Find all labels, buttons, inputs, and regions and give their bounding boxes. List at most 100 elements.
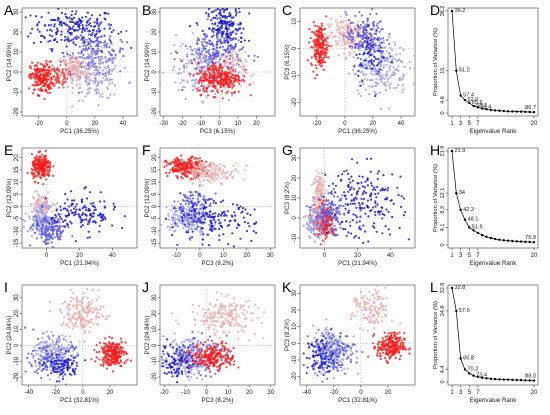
point: [203, 40, 206, 44]
point: [181, 163, 184, 166]
point: [207, 85, 210, 88]
point: [66, 222, 69, 225]
point: [36, 172, 40, 175]
point: [200, 93, 203, 96]
point: [224, 76, 227, 79]
y-tick-label: 36.2: [440, 6, 446, 17]
point: [211, 42, 214, 45]
point: [379, 20, 382, 23]
point: [32, 223, 35, 226]
point: [181, 42, 184, 46]
point: [245, 164, 248, 167]
point: [86, 21, 89, 24]
point: [324, 33, 327, 36]
point: [207, 175, 210, 178]
point: [203, 198, 206, 201]
x-tick-label: 20: [253, 121, 260, 127]
point: [112, 202, 115, 205]
point: [323, 28, 326, 31]
point: [386, 38, 389, 42]
point: [386, 58, 389, 61]
point: [238, 57, 241, 60]
point: [67, 214, 70, 217]
point: [88, 76, 91, 79]
point: [215, 46, 218, 49]
point: [314, 58, 317, 61]
y-tick-label: 30: [14, 8, 20, 15]
point: [356, 57, 359, 60]
point: [32, 41, 36, 45]
point: [196, 177, 199, 180]
point: [358, 64, 361, 67]
point: [181, 88, 184, 92]
point: [196, 63, 199, 66]
point: [37, 216, 40, 219]
point: [168, 171, 171, 174]
point: [81, 24, 84, 27]
point: [34, 214, 37, 217]
point: [51, 82, 54, 85]
point: [225, 79, 228, 83]
point: [197, 61, 200, 64]
point: [55, 228, 58, 231]
point: [245, 60, 248, 63]
point: [26, 171, 29, 174]
point: [103, 17, 106, 20]
x-tick-label: 0: [343, 121, 347, 127]
point: [187, 59, 190, 62]
point: [222, 10, 225, 14]
point: [108, 82, 111, 86]
point: [213, 27, 216, 31]
point: [51, 246, 54, 248]
point: [242, 178, 245, 181]
point: [69, 59, 72, 62]
point: [226, 83, 229, 86]
point: [86, 30, 90, 33]
point: [86, 88, 89, 91]
scree-point: [532, 110, 536, 114]
point: [90, 4, 92, 6]
point: [176, 243, 179, 246]
point: [240, 61, 243, 64]
point: [196, 80, 199, 83]
point: [75, 35, 78, 38]
point: [202, 76, 205, 79]
point: [40, 236, 43, 239]
point: [329, 17, 332, 21]
point: [42, 233, 45, 236]
y-tick-label: -10: [292, 71, 298, 80]
point: [43, 203, 46, 206]
point: [176, 170, 179, 173]
point: [347, 32, 350, 35]
point: [96, 69, 99, 72]
point: [302, 224, 305, 227]
point: [237, 39, 240, 42]
point: [37, 182, 40, 185]
point: [75, 20, 78, 23]
point: [352, 38, 355, 41]
point: [96, 81, 99, 84]
point: [380, 41, 383, 44]
point: [313, 240, 317, 243]
point: [37, 88, 40, 91]
point: [160, 81, 162, 84]
point: [317, 184, 320, 188]
point: [241, 206, 244, 210]
point: [367, 64, 370, 67]
y-tick-label: -15: [14, 238, 20, 247]
point: [204, 170, 207, 173]
point: [59, 209, 63, 212]
point: [197, 210, 201, 213]
point: [383, 59, 386, 63]
point: [231, 175, 234, 179]
point: [71, 27, 74, 30]
point: [230, 170, 234, 173]
point: [41, 63, 44, 66]
point: [235, 162, 238, 165]
point: [190, 59, 193, 62]
point: [399, 46, 402, 49]
point: [314, 222, 317, 225]
point: [371, 8, 374, 11]
y-tick-label: -10: [152, 87, 158, 96]
point: [324, 234, 327, 237]
